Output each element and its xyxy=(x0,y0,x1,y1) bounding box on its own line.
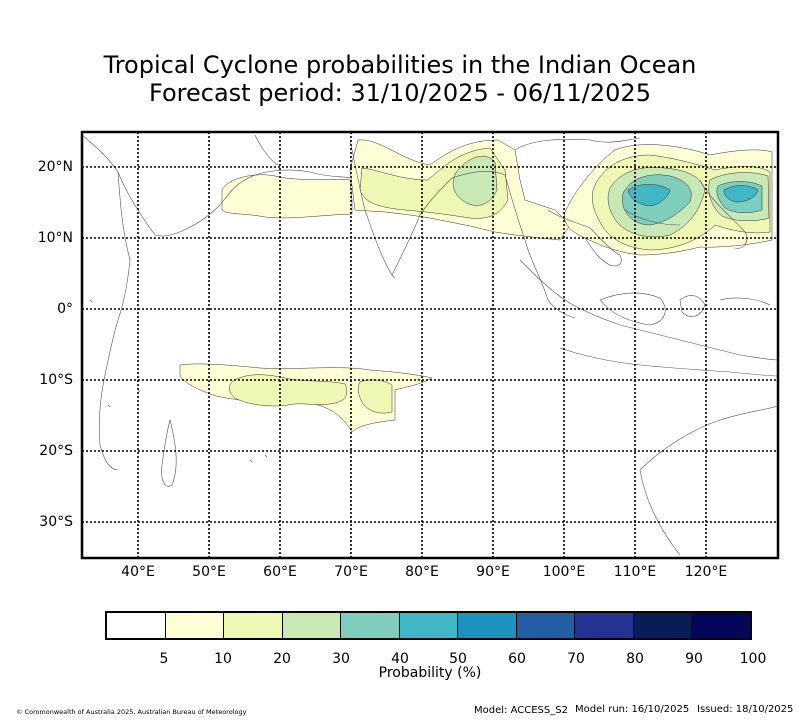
colorbar-swatch xyxy=(107,613,166,638)
probability-colorbar xyxy=(105,611,752,640)
model-name: Model: ACCESS_S2 xyxy=(474,705,568,716)
prob-region-philippines-40 xyxy=(723,185,759,203)
map-frame xyxy=(80,130,780,560)
colorbar-tick: 70 xyxy=(567,651,585,667)
colorbar-tick: 40 xyxy=(391,651,409,667)
prob-region-arabian-sea xyxy=(221,174,353,219)
colorbar-tick: 80 xyxy=(626,651,644,667)
colorbar-tick: 50 xyxy=(449,651,467,667)
colorbar-tick: 5 xyxy=(159,651,169,667)
lat-label-10n: 10°N xyxy=(37,230,73,246)
colorbar-swatch xyxy=(399,613,459,638)
coastlines xyxy=(82,134,778,556)
lat-label-30s: 30°S xyxy=(39,514,73,530)
lon-label-100e: 100°E xyxy=(542,564,586,580)
chart-title: Tropical Cyclone probabilities in the In… xyxy=(103,51,697,79)
colorbar-swatch xyxy=(633,613,693,638)
colorbar-tick: 90 xyxy=(685,651,703,667)
lat-label-20s: 20°S xyxy=(39,443,73,459)
lon-label-90e: 90°E xyxy=(476,564,510,580)
colorbar-swatch xyxy=(165,613,225,638)
lat-label-0: 0° xyxy=(57,301,73,317)
copyright-notice: © Commonwealth of Australia 2025, Austra… xyxy=(16,708,247,716)
colorbar-tick: 10 xyxy=(214,651,232,667)
probability-map xyxy=(80,130,780,560)
colorbar-tick: 100 xyxy=(739,651,767,667)
prob-region-south-indian-ocean-10b xyxy=(358,379,393,414)
colorbar-label: Probability (%) xyxy=(378,665,482,681)
issued-date: Issued: 18/10/2025 xyxy=(697,704,794,715)
colorbar-tick: 60 xyxy=(508,651,526,667)
lon-label-110e: 110°E xyxy=(613,564,657,580)
forecast-period: Forecast period: 31/10/2025 - 06/11/2025 xyxy=(149,79,651,107)
model-run-date: Model run: 16/10/2025 xyxy=(575,704,690,715)
colorbar-swatch xyxy=(692,613,751,638)
colorbar-swatch xyxy=(516,613,576,638)
colorbar-swatch xyxy=(575,613,634,638)
lon-label-70e: 70°E xyxy=(334,564,368,580)
colorbar-swatch xyxy=(282,613,342,638)
prob-region-south-indian-ocean-10 xyxy=(229,374,348,407)
gridlines xyxy=(82,132,778,558)
lon-label-60e: 60°E xyxy=(263,564,297,580)
colorbar-tick: 20 xyxy=(273,651,291,667)
lat-label-10s: 10°S xyxy=(39,372,73,388)
lon-label-50e: 50°E xyxy=(192,564,226,580)
colorbar-swatch xyxy=(224,613,283,638)
prob-region-south-china-sea-40 xyxy=(627,184,671,207)
lon-label-120e: 120°E xyxy=(684,564,728,580)
colorbar-swatch xyxy=(341,613,400,638)
lat-label-20n: 20°N xyxy=(37,159,73,175)
colorbar-swatch xyxy=(458,613,517,638)
lon-label-80e: 80°E xyxy=(405,564,439,580)
lon-label-40e: 40°E xyxy=(121,564,155,580)
colorbar-tick: 30 xyxy=(332,651,350,667)
prob-region-bay-of-bengal-20 xyxy=(452,155,498,206)
